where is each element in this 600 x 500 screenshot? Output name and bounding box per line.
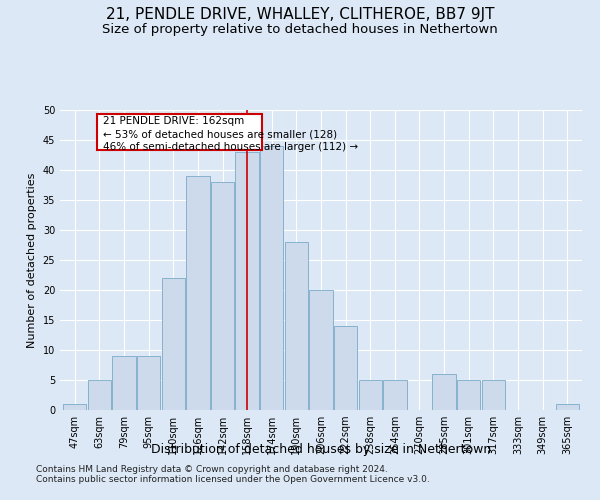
Bar (433, 374, 456, 410)
Bar (235, 152, 259, 410)
Bar (482, 380, 505, 410)
Bar (137, 356, 160, 410)
Text: Distribution of detached houses by size in Nethertown: Distribution of detached houses by size … (151, 442, 491, 456)
Bar (186, 176, 209, 410)
Bar (112, 356, 136, 410)
FancyBboxPatch shape (97, 114, 262, 150)
Bar (284, 242, 308, 410)
Bar (334, 326, 358, 410)
Text: Size of property relative to detached houses in Nethertown: Size of property relative to detached ho… (102, 22, 498, 36)
Text: 21, PENDLE DRIVE, WHALLEY, CLITHEROE, BB7 9JT: 21, PENDLE DRIVE, WHALLEY, CLITHEROE, BB… (106, 8, 494, 22)
Text: Contains HM Land Registry data © Crown copyright and database right 2024.: Contains HM Land Registry data © Crown c… (36, 465, 388, 474)
Bar (383, 380, 407, 410)
Bar (556, 404, 579, 410)
Bar (359, 380, 382, 410)
Text: 21 PENDLE DRIVE: 162sqm
← 53% of detached houses are smaller (128)
46% of semi-d: 21 PENDLE DRIVE: 162sqm ← 53% of detache… (103, 116, 358, 152)
Bar (260, 146, 283, 410)
Bar (457, 380, 481, 410)
Bar (63, 404, 86, 410)
Bar (161, 278, 185, 410)
Text: Contains public sector information licensed under the Open Government Licence v3: Contains public sector information licen… (36, 475, 430, 484)
Y-axis label: Number of detached properties: Number of detached properties (27, 172, 37, 348)
Bar (211, 182, 234, 410)
Bar (88, 380, 111, 410)
Bar (310, 290, 332, 410)
